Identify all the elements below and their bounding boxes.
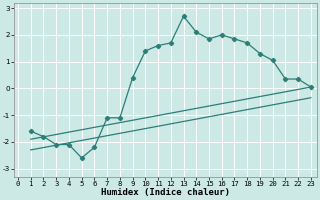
- X-axis label: Humidex (Indice chaleur): Humidex (Indice chaleur): [101, 188, 230, 197]
